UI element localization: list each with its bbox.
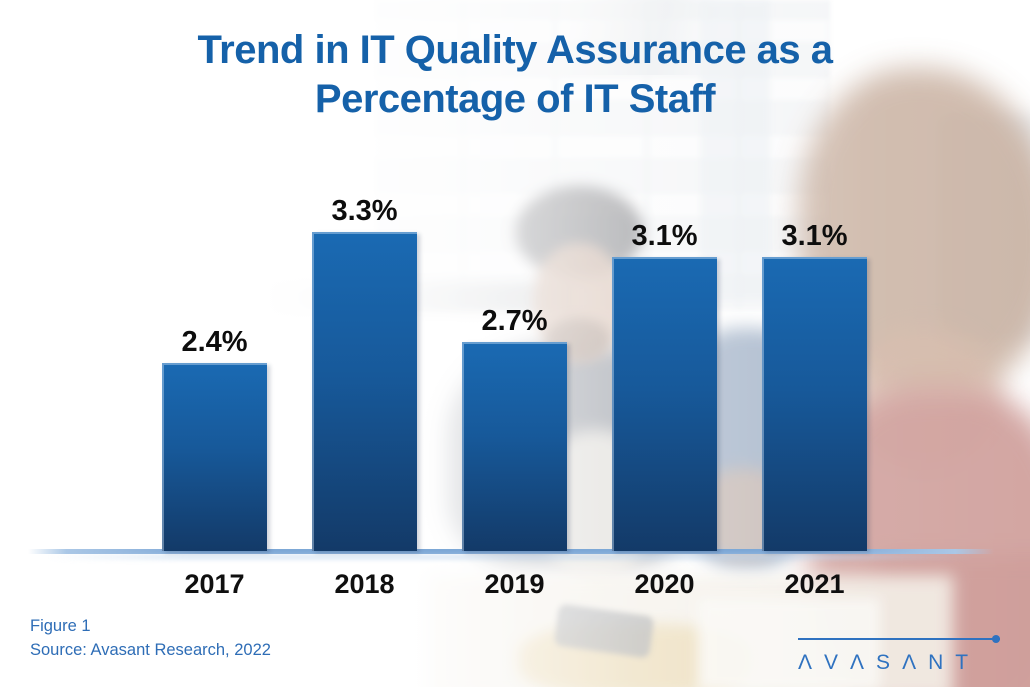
year-label-2020: 2020 <box>634 569 695 599</box>
logo-dot-icon <box>992 635 1000 643</box>
bar-2021 <box>762 257 867 551</box>
value-label-2021: 3.1% <box>781 220 848 252</box>
logo-wordmark: ΛVΛSΛNT <box>798 651 981 674</box>
year-label-2017: 2017 <box>184 569 245 599</box>
figure-number: Figure 1 <box>30 617 91 635</box>
year-label-2018: 2018 <box>334 569 395 599</box>
value-label-2018: 3.3% <box>331 195 398 227</box>
avasant-logo: ΛVΛSΛNT <box>798 635 1013 675</box>
logo-rule-line <box>798 635 1000 643</box>
bar-2018 <box>312 232 417 551</box>
value-label-2020: 3.1% <box>631 220 698 252</box>
chart-title: Trend in IT Quality Assurance as a Perce… <box>0 26 1030 124</box>
value-label-2017: 2.4% <box>181 326 248 358</box>
source-line: Source: Avasant Research, 2022 <box>30 640 271 659</box>
year-label-2019: 2019 <box>484 569 545 599</box>
bar-2020 <box>612 257 717 551</box>
year-label-2021: 2021 <box>784 569 845 599</box>
bar-2017 <box>162 363 267 551</box>
figure-caption: Figure 1 Source: Avasant Research, 2022 <box>30 615 271 663</box>
chart-title-line2: Percentage of IT Staff <box>314 76 716 121</box>
chart-title-line1: Trend in IT Quality Assurance as a <box>197 28 833 72</box>
bar-2019 <box>462 342 567 551</box>
value-label-2019: 2.7% <box>481 305 548 337</box>
